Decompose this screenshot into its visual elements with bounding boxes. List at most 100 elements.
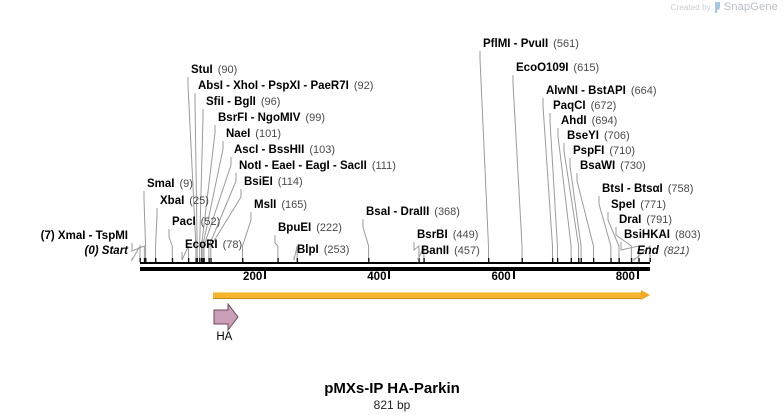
enzyme-site-label[interactable]: NotI - EaeI - EagI - SacII (111) — [239, 160, 396, 172]
site-leader-line — [168, 229, 173, 260]
site-cut-tick — [418, 258, 420, 262]
site-leader-line — [598, 196, 612, 260]
enzyme-site-label[interactable]: SfiI - BglI (96) — [206, 96, 280, 108]
enzyme-position: (758) — [667, 183, 694, 195]
site-cut-tick — [143, 258, 146, 262]
site-cut-tick — [556, 258, 559, 262]
site-leader-line — [413, 242, 420, 260]
site-leader-line — [210, 189, 242, 260]
ruler-tick-label: 200 — [243, 271, 263, 283]
feature-ha[interactable] — [213, 303, 239, 331]
enzyme-site-label[interactable]: AhdI (694) — [561, 115, 617, 127]
enzyme-site-label[interactable]: End (821) — [637, 245, 689, 257]
enzyme-position: (103) — [309, 144, 335, 156]
enzyme-position: (710) — [609, 145, 635, 157]
site-cut-tick — [580, 258, 582, 262]
enzyme-position: (96) — [260, 96, 281, 108]
site-cut-tick — [199, 258, 201, 262]
enzyme-position: (78) — [222, 239, 243, 251]
site-cut-tick — [368, 258, 370, 262]
enzyme-site-label[interactable]: BsrFI - NgoMIV (99) — [218, 112, 325, 124]
enzyme-site-label[interactable]: BtsI - BtsαI (758) — [602, 183, 693, 195]
ruler-tick-label: 400 — [367, 271, 387, 283]
ruler-line-bottom — [140, 267, 650, 271]
enzyme-site-label[interactable]: PflMI - PvuII (561) — [483, 38, 579, 50]
enzyme-site-label[interactable]: PacI (52) — [172, 216, 220, 228]
enzyme-site-label[interactable]: AscI - BssHII (103) — [234, 144, 335, 156]
enzyme-name: AscI - BssHII — [234, 144, 305, 156]
enzyme-site-label[interactable]: BsiEI (114) — [244, 176, 303, 188]
enzyme-site-label[interactable]: BsrBI (449) — [417, 229, 478, 241]
enzyme-name: SpeI — [611, 199, 636, 211]
snapgene-watermark: Created by SnapGene — [671, 1, 778, 13]
enzyme-site-label[interactable]: PaqCI (672) — [553, 100, 616, 112]
enzyme-site-label[interactable]: (0) Start — [85, 245, 128, 257]
site-cut-tick — [649, 258, 651, 262]
site-leader-line — [241, 212, 252, 260]
enzyme-site-label[interactable]: MslI (165) — [254, 199, 307, 211]
enzyme-position: (90) — [217, 64, 238, 76]
enzyme-name: AlwNI - BstAPI — [546, 85, 626, 97]
enzyme-site-label[interactable]: NaeI (101) — [226, 128, 281, 140]
enzyme-site-label[interactable]: BlpI (253) — [297, 244, 349, 256]
enzyme-site-label[interactable]: BseYI (706) — [567, 130, 630, 142]
site-leader-line — [569, 158, 582, 260]
site-cut-tick — [610, 258, 612, 262]
enzyme-name: (0) Start — [84, 245, 128, 257]
enzyme-name: PflMI - PvuII — [483, 38, 549, 50]
feature-ha-arrow-icon — [213, 303, 239, 331]
enzyme-position: (771) — [640, 199, 666, 211]
enzyme-site-label[interactable]: BsaWI (730) — [580, 160, 646, 172]
site-leader-line — [576, 173, 594, 260]
site-cut-tick — [195, 258, 197, 262]
enzyme-site-label[interactable]: DraI (791) — [619, 214, 672, 226]
site-cut-tick — [618, 258, 620, 262]
feature-ha-label: HA — [216, 331, 233, 343]
enzyme-name: AbsI - XhoI - PspXI - PaeR7I — [198, 80, 349, 92]
enzyme-site-label[interactable]: StuI (90) — [191, 64, 237, 76]
ruler-tick — [636, 271, 639, 279]
enzyme-site-label[interactable]: BanII (457) — [421, 245, 480, 257]
ruler-tick — [388, 271, 391, 279]
watermark-prefix: Created by — [670, 2, 711, 12]
site-leader-line — [362, 219, 370, 260]
ruler-tick — [512, 271, 515, 279]
enzyme-name: BsiEI — [244, 176, 273, 188]
enzyme-position: (92) — [353, 80, 374, 92]
page-title: pMXs-IP HA-Parkin — [324, 380, 460, 397]
enzyme-name: SfiI - BglI — [206, 96, 256, 108]
site-leader-line — [549, 113, 558, 260]
enzyme-site-label[interactable]: SpeI (771) — [611, 199, 666, 211]
sequence-length-label: 821 bp — [373, 398, 411, 412]
enzyme-name: BsaI - DraIII — [366, 206, 430, 218]
site-cut-tick — [521, 258, 523, 262]
enzyme-name: NotI - EaeI - EagI - SacII — [239, 160, 367, 172]
site-leader-line — [633, 244, 651, 262]
enzyme-position: (730) — [620, 160, 646, 172]
ruler-tick — [264, 271, 267, 279]
enzyme-name: PaqCI — [553, 100, 586, 112]
enzyme-site-label[interactable]: AbsI - XhoI - PspXI - PaeR7I (92) — [198, 80, 373, 92]
site-cut-tick — [551, 258, 554, 262]
enzyme-name: BtsI - BtsαI — [602, 183, 663, 195]
enzyme-site-label[interactable]: (7) XmaI - TspMI — [41, 230, 128, 242]
enzyme-name: PacI — [172, 216, 196, 228]
enzyme-name: NaeI — [226, 128, 251, 140]
enzyme-name: BlpI — [297, 244, 319, 256]
enzyme-site-label[interactable]: BsaI - DraIII (368) — [366, 206, 460, 218]
enzyme-site-label[interactable]: SmaI (9) — [147, 178, 193, 190]
enzyme-site-label[interactable]: XbaI (25) — [160, 195, 209, 207]
enzyme-site-label[interactable]: BsiHKAI (803) — [624, 229, 701, 241]
enzyme-position: (561) — [553, 38, 579, 50]
enzyme-site-label[interactable]: EcoRI (78) — [185, 239, 242, 251]
enzyme-name: StuI — [191, 64, 213, 76]
site-cut-tick — [155, 258, 157, 262]
site-leader-line — [208, 173, 237, 260]
enzyme-site-label[interactable]: EcoO109I (615) — [516, 62, 599, 74]
site-cut-tick — [210, 258, 212, 262]
enzyme-name: BpuEI — [278, 222, 312, 234]
enzyme-site-label[interactable]: PspFI (710) — [573, 145, 635, 157]
enzyme-site-label[interactable]: BpuEI (222) — [278, 222, 342, 234]
enzyme-site-label[interactable]: AlwNI - BstAPI (664) — [546, 85, 657, 97]
enzyme-position: (803) — [675, 229, 701, 241]
